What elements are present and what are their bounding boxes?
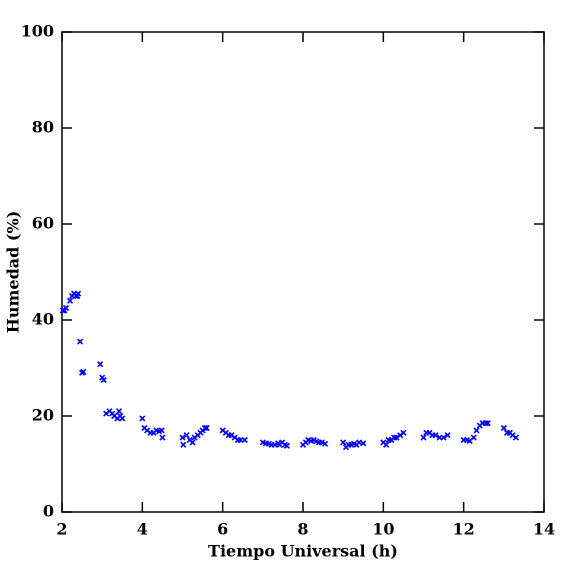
data-point — [512, 434, 519, 441]
data-point — [470, 434, 477, 441]
x-tick-label: 6 — [217, 520, 228, 539]
x-tick-label: 2 — [56, 520, 67, 539]
data-point — [189, 439, 196, 446]
data-point — [484, 420, 491, 427]
data-point — [179, 434, 186, 441]
data-point — [283, 442, 290, 449]
y-tick-label: 40 — [32, 310, 54, 329]
data-point — [77, 338, 84, 345]
data-point — [482, 420, 489, 427]
data-point — [100, 376, 107, 384]
data-point — [66, 297, 74, 304]
data-point — [203, 424, 210, 432]
data-point — [322, 440, 329, 447]
data-point — [383, 441, 390, 448]
data-point — [139, 415, 146, 422]
data-point — [420, 434, 427, 441]
data-point — [183, 432, 190, 439]
data-point — [115, 408, 123, 415]
data-point — [241, 436, 248, 444]
data-point — [444, 432, 451, 439]
data-point — [360, 440, 367, 447]
data-point — [80, 368, 87, 375]
data-point — [473, 427, 480, 434]
y-tick-label: 100 — [21, 22, 54, 41]
x-tick-label: 8 — [297, 520, 308, 539]
x-tick-label: 14 — [533, 520, 555, 539]
x-tick-label: 4 — [137, 520, 148, 539]
y-tick-label: 0 — [43, 502, 54, 521]
data-point — [158, 427, 165, 434]
data-point — [500, 424, 507, 432]
data-point — [97, 361, 104, 368]
x-tick-label: 12 — [453, 520, 475, 539]
data-point — [159, 434, 166, 441]
y-tick-label: 80 — [32, 118, 54, 137]
data-point — [180, 441, 187, 448]
data-point — [318, 439, 325, 446]
data-point — [62, 304, 70, 312]
y-axis-label: Humedad (%) — [4, 211, 23, 334]
x-tick-label: 10 — [372, 520, 394, 539]
y-tick-label: 60 — [32, 214, 54, 233]
data-point — [271, 441, 278, 448]
data-point — [440, 434, 447, 441]
data-point — [393, 434, 400, 441]
y-tick-label: 20 — [32, 406, 54, 425]
data-point — [119, 415, 126, 422]
data-point — [201, 424, 209, 432]
data-point — [432, 432, 439, 439]
data-point — [400, 429, 407, 436]
data-point — [340, 439, 347, 446]
x-axis-label: Tiempo Universal (h) — [208, 542, 398, 561]
data-point — [74, 292, 81, 300]
